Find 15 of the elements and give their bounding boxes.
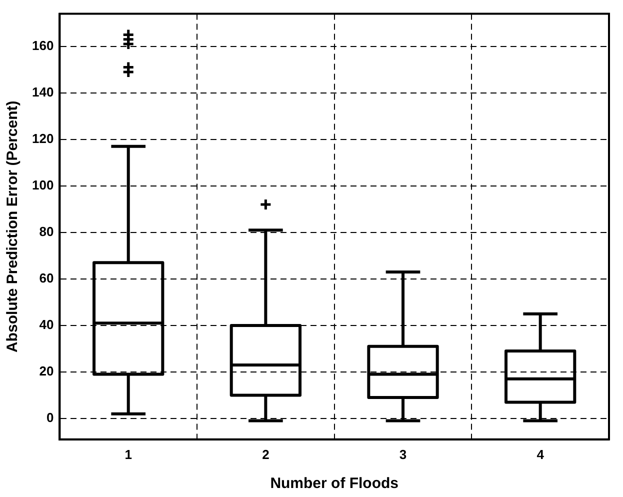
y-tick-label: 100 (32, 177, 54, 192)
y-tick-label: 60 (39, 270, 54, 286)
y-tick-label: 40 (39, 317, 54, 332)
y-tick-label: 80 (39, 224, 54, 239)
x-tick-label: 3 (399, 446, 407, 462)
y-tick-label: 160 (32, 38, 54, 53)
y-axis-title: Absolute Prediction Error (Percent) (4, 100, 22, 352)
x-axis-title: Number of Floods (270, 475, 399, 492)
y-tick-label: 0 (46, 410, 54, 426)
y-tick-label: 140 (32, 84, 54, 100)
y-tick-label: 20 (39, 364, 54, 379)
x-tick-label: 1 (124, 446, 132, 462)
x-tick-label: 4 (536, 446, 545, 462)
x-tick-label: 2 (262, 446, 270, 462)
y-tick-label: 120 (32, 130, 54, 146)
